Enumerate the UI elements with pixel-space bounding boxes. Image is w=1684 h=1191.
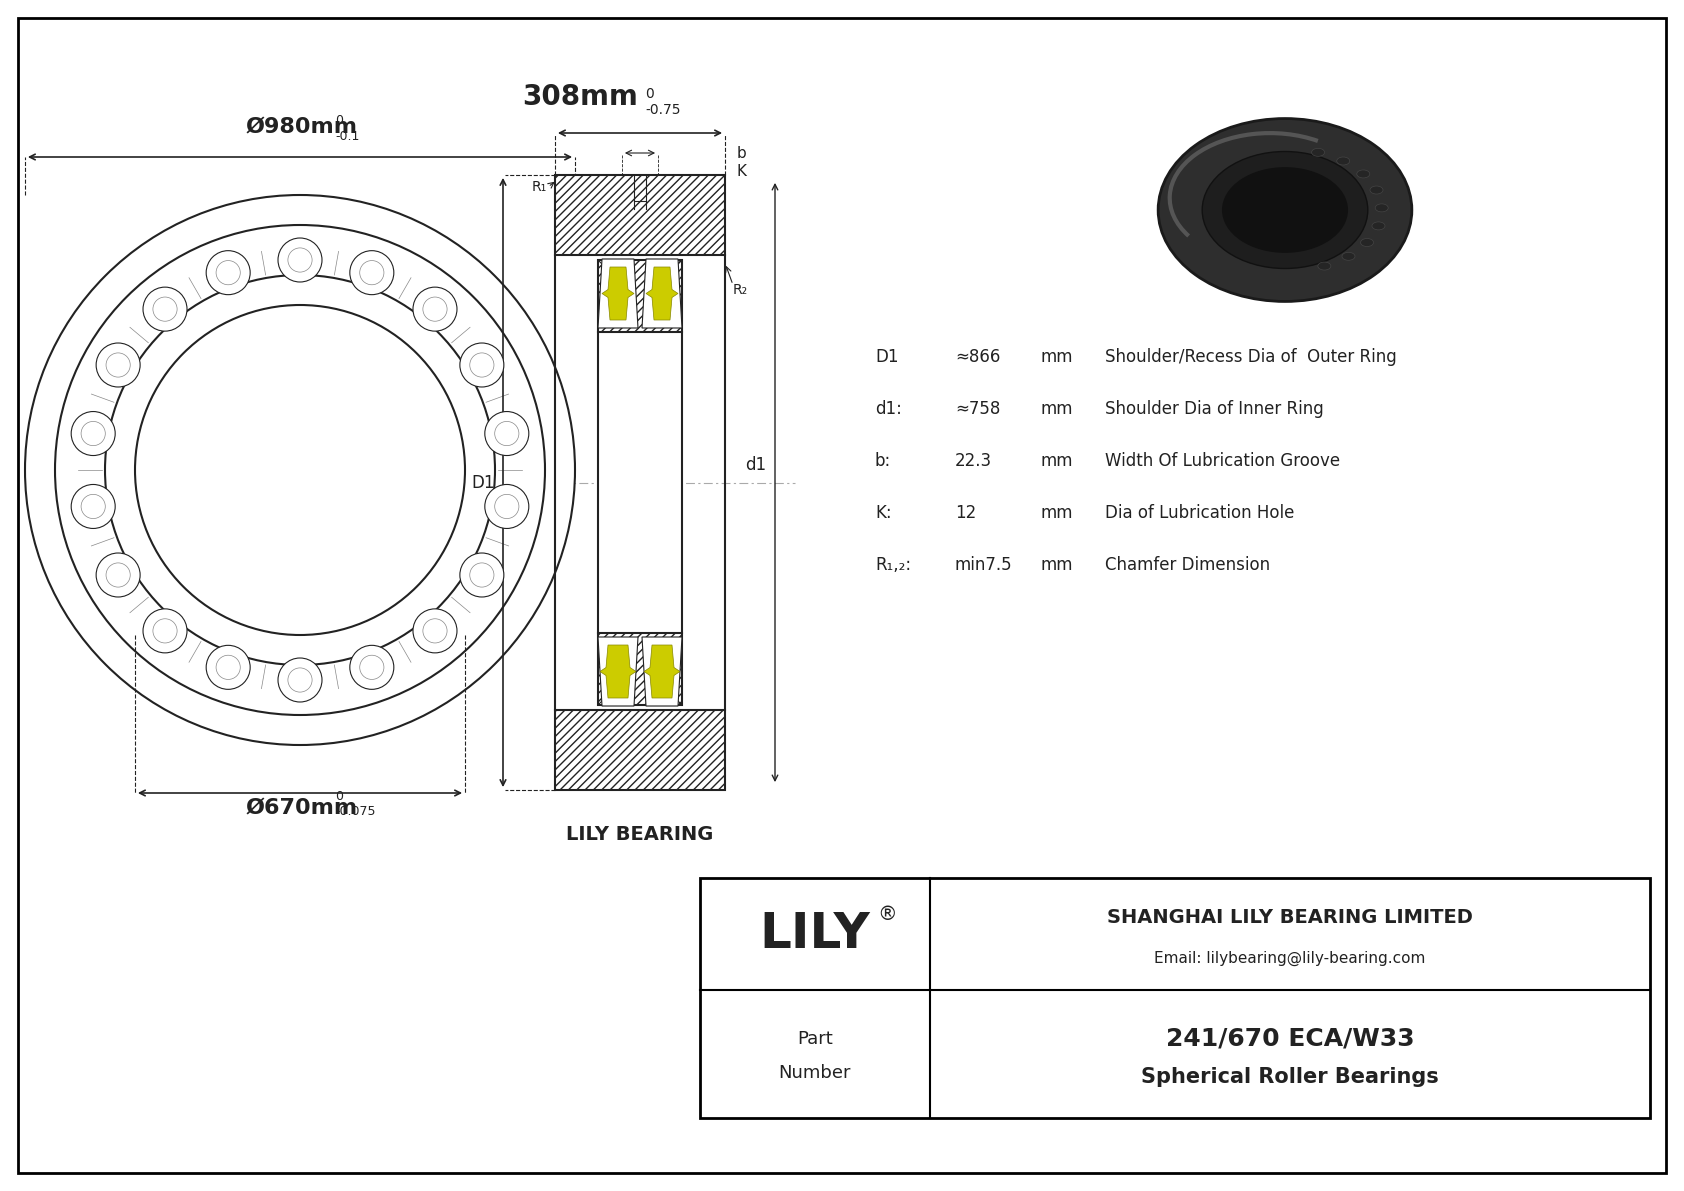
Text: ®: ® <box>877 904 896 923</box>
Text: ≈866: ≈866 <box>955 348 1000 366</box>
Bar <box>598 632 682 705</box>
Bar <box>598 332 682 632</box>
Text: 22.3: 22.3 <box>955 453 992 470</box>
Bar <box>598 260 682 332</box>
Text: mm: mm <box>1041 504 1073 522</box>
Polygon shape <box>647 267 679 320</box>
Polygon shape <box>598 258 638 328</box>
Circle shape <box>350 250 394 294</box>
Ellipse shape <box>1357 170 1369 177</box>
Circle shape <box>104 275 495 665</box>
Text: Spherical Roller Bearings: Spherical Roller Bearings <box>1142 1067 1438 1087</box>
Text: R₁,₂:: R₁,₂: <box>876 556 911 574</box>
Circle shape <box>96 343 140 387</box>
Text: mm: mm <box>1041 400 1073 418</box>
Polygon shape <box>601 267 633 320</box>
Circle shape <box>71 485 115 529</box>
Text: SHANGHAI LILY BEARING LIMITED: SHANGHAI LILY BEARING LIMITED <box>1106 908 1474 927</box>
Polygon shape <box>600 646 637 698</box>
Text: Email: lilybearing@lily-bearing.com: Email: lilybearing@lily-bearing.com <box>1154 952 1426 966</box>
Ellipse shape <box>1159 119 1411 301</box>
Bar <box>598 632 682 705</box>
Bar <box>556 710 726 790</box>
Text: 241/670 ECA/W33: 241/670 ECA/W33 <box>1165 1027 1415 1050</box>
Circle shape <box>143 287 187 331</box>
Polygon shape <box>598 637 638 706</box>
Polygon shape <box>643 646 680 698</box>
Text: -0.075: -0.075 <box>335 805 376 818</box>
Text: 0: 0 <box>645 87 653 101</box>
Circle shape <box>485 412 529 455</box>
Circle shape <box>278 238 322 282</box>
Ellipse shape <box>1202 151 1367 268</box>
Ellipse shape <box>1223 168 1347 251</box>
Text: d1:: d1: <box>876 400 903 418</box>
Text: Part: Part <box>797 1030 834 1048</box>
Text: 0: 0 <box>335 114 344 127</box>
Text: D1: D1 <box>472 474 495 492</box>
Bar <box>701 878 1650 1118</box>
Ellipse shape <box>1342 252 1356 261</box>
Bar <box>556 175 726 255</box>
Ellipse shape <box>1371 186 1383 194</box>
Text: K: K <box>738 163 748 179</box>
Ellipse shape <box>1337 157 1351 166</box>
Text: R₁: R₁ <box>532 180 547 194</box>
Circle shape <box>460 553 504 597</box>
Text: Number: Number <box>778 1065 850 1083</box>
Text: R₂: R₂ <box>733 283 748 297</box>
Text: LILY: LILY <box>759 910 871 958</box>
Circle shape <box>485 485 529 529</box>
Circle shape <box>460 343 504 387</box>
Circle shape <box>25 195 574 746</box>
Text: mm: mm <box>1041 348 1073 366</box>
Text: Chamfer Dimension: Chamfer Dimension <box>1105 556 1270 574</box>
Circle shape <box>71 412 115 455</box>
Text: D1: D1 <box>876 348 899 366</box>
Text: 12: 12 <box>955 504 977 522</box>
Ellipse shape <box>1376 204 1388 212</box>
Text: Shoulder/Recess Dia of  Outer Ring: Shoulder/Recess Dia of Outer Ring <box>1105 348 1396 366</box>
Text: K:: K: <box>876 504 891 522</box>
Text: Ø980mm: Ø980mm <box>246 117 359 137</box>
Ellipse shape <box>1361 238 1374 247</box>
Text: mm: mm <box>1041 556 1073 574</box>
Bar <box>556 175 726 255</box>
Circle shape <box>96 553 140 597</box>
Text: -0.75: -0.75 <box>645 102 680 117</box>
Circle shape <box>135 305 465 635</box>
Ellipse shape <box>1312 149 1325 156</box>
Text: LILY BEARING: LILY BEARING <box>566 825 714 844</box>
Bar <box>598 260 682 332</box>
Text: 0: 0 <box>335 790 344 803</box>
Text: mm: mm <box>1041 453 1073 470</box>
Circle shape <box>205 646 251 690</box>
Text: Ø670mm: Ø670mm <box>246 798 359 818</box>
Text: d1: d1 <box>744 455 766 474</box>
Circle shape <box>56 225 546 715</box>
Circle shape <box>413 287 456 331</box>
Text: b:: b: <box>876 453 891 470</box>
Ellipse shape <box>1319 262 1330 270</box>
Circle shape <box>413 609 456 653</box>
Ellipse shape <box>1372 222 1384 230</box>
Text: Shoulder Dia of Inner Ring: Shoulder Dia of Inner Ring <box>1105 400 1324 418</box>
Bar <box>556 710 726 790</box>
Circle shape <box>143 609 187 653</box>
Circle shape <box>278 657 322 701</box>
Text: Width Of Lubrication Groove: Width Of Lubrication Groove <box>1105 453 1340 470</box>
Text: -0.1: -0.1 <box>335 130 359 143</box>
Polygon shape <box>642 637 682 706</box>
Polygon shape <box>642 258 682 328</box>
Text: 308mm: 308mm <box>522 83 638 111</box>
Text: Dia of Lubrication Hole: Dia of Lubrication Hole <box>1105 504 1295 522</box>
Text: ≈758: ≈758 <box>955 400 1000 418</box>
Circle shape <box>205 250 251 294</box>
Text: b: b <box>738 145 746 161</box>
Text: min7.5: min7.5 <box>955 556 1012 574</box>
Circle shape <box>350 646 394 690</box>
